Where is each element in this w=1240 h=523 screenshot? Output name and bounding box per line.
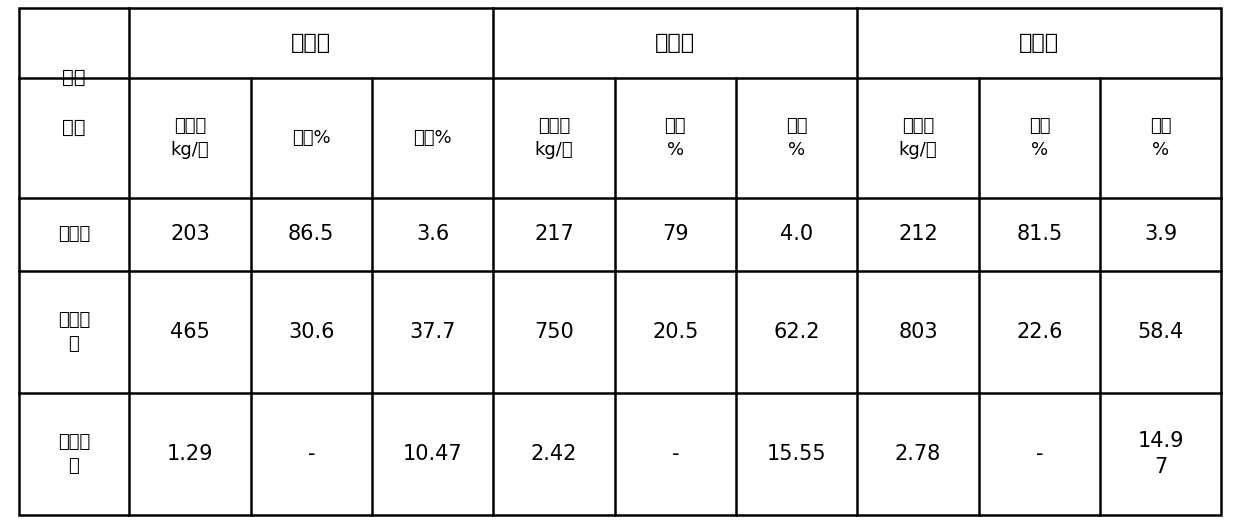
Text: 62.2: 62.2 <box>774 322 820 342</box>
Text: -: - <box>672 444 680 464</box>
Text: 22.6: 22.6 <box>1016 322 1063 342</box>
Text: 豆科
%: 豆科 % <box>1149 117 1172 159</box>
Text: 217: 217 <box>534 224 574 244</box>
Text: 第三年: 第三年 <box>1019 33 1059 53</box>
Text: 禾草
%: 禾草 % <box>1029 117 1050 159</box>
Text: 58.4: 58.4 <box>1137 322 1184 342</box>
Text: 3.9: 3.9 <box>1145 224 1177 244</box>
Text: 增加倍
数: 增加倍 数 <box>58 434 91 475</box>
Text: 86.5: 86.5 <box>288 224 335 244</box>
Text: 禾草
%: 禾草 % <box>665 117 686 159</box>
Text: -: - <box>308 444 315 464</box>
Text: 203: 203 <box>170 224 210 244</box>
Text: 豆科%: 豆科% <box>413 129 451 147</box>
Text: 豆科
%: 豆科 % <box>786 117 807 159</box>
Text: 鲜草重
kg/亩: 鲜草重 kg/亩 <box>899 117 937 159</box>
Text: 4.0: 4.0 <box>780 224 813 244</box>
Text: 第一年: 第一年 <box>291 33 331 53</box>
Text: 鲜草重
kg/亩: 鲜草重 kg/亩 <box>171 117 210 159</box>
Text: 禾草%: 禾草% <box>291 129 331 147</box>
Text: -: - <box>1035 444 1043 464</box>
Text: 30.6: 30.6 <box>288 322 335 342</box>
Text: 37.7: 37.7 <box>409 322 456 342</box>
Text: 第二年: 第二年 <box>655 33 696 53</box>
Text: 增产

效果: 增产 效果 <box>62 69 86 138</box>
Text: 81.5: 81.5 <box>1017 224 1063 244</box>
Text: 对照区: 对照区 <box>58 225 91 243</box>
Text: 465: 465 <box>170 322 210 342</box>
Text: 3.6: 3.6 <box>415 224 449 244</box>
Text: 14.9
7: 14.9 7 <box>1137 431 1184 477</box>
Text: 10.47: 10.47 <box>403 444 463 464</box>
Text: 翻耕补
播: 翻耕补 播 <box>58 311 91 353</box>
Text: 20.5: 20.5 <box>652 322 698 342</box>
Text: 2.42: 2.42 <box>531 444 577 464</box>
Text: 15.55: 15.55 <box>766 444 827 464</box>
Text: 750: 750 <box>534 322 574 342</box>
Text: 2.78: 2.78 <box>895 444 941 464</box>
Text: 1.29: 1.29 <box>166 444 213 464</box>
Text: 803: 803 <box>898 322 937 342</box>
Text: 鲜草重
kg/亩: 鲜草重 kg/亩 <box>534 117 573 159</box>
Text: 79: 79 <box>662 224 688 244</box>
Text: 212: 212 <box>898 224 937 244</box>
